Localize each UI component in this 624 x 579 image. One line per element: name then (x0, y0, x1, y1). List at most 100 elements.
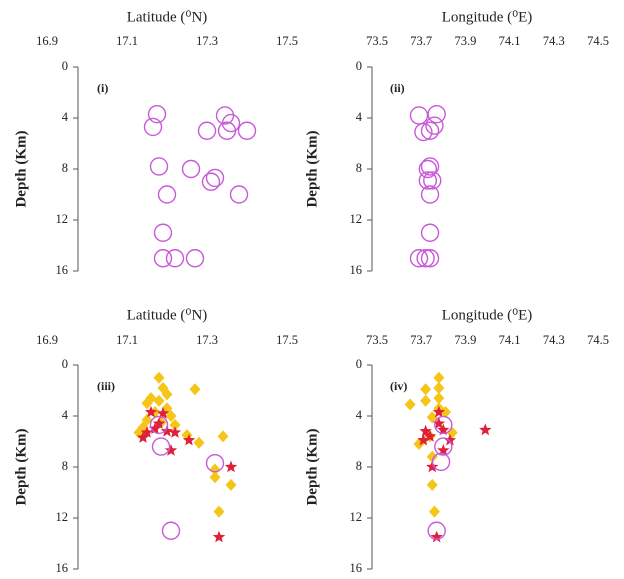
star-point (140, 426, 154, 438)
circle-point (418, 171, 438, 190)
y-tick-label: 16 (350, 263, 363, 277)
x-tick-label: 17.5 (276, 333, 298, 347)
y-tick-label: 12 (350, 212, 363, 226)
circle-point (153, 223, 173, 242)
diamond-point (440, 406, 452, 419)
y-tick-label: 16 (56, 263, 69, 277)
circle-point (165, 249, 185, 268)
diamond-point (426, 478, 438, 491)
x-tick-label: 74.1 (499, 333, 521, 347)
circle-point (201, 172, 221, 191)
star-point (432, 417, 446, 429)
diamond-point (433, 381, 445, 394)
diamond-point (433, 371, 445, 384)
panel: Latitude (⁰N) Depth (Km) (iii) 16.9 17.1 17.3… (13, 307, 298, 574)
x-tick-label: 73.9 (454, 34, 476, 48)
circle-point (420, 157, 440, 176)
star-point (144, 405, 158, 418)
x-tick-label: 73.5 (366, 34, 388, 48)
y-tick-label: 8 (62, 459, 68, 473)
panel-label: (iv) (390, 379, 407, 393)
circle-point (181, 159, 201, 179)
y-tick-label: 0 (62, 59, 68, 73)
y-tick-label: 16 (350, 561, 363, 575)
y-tick-label: 0 (356, 357, 362, 371)
star-point (437, 443, 450, 456)
diamond-point (213, 505, 225, 518)
x-axis-title: Latitude (⁰N) (127, 9, 208, 25)
circle-point (147, 104, 167, 124)
diamond-point (141, 413, 153, 426)
star-point (168, 426, 182, 438)
diamond-point (153, 394, 165, 407)
star-point (437, 423, 450, 436)
circle-point (409, 249, 429, 268)
diamond-point (193, 436, 205, 449)
diamond-point (169, 418, 181, 431)
circle-point (143, 117, 163, 137)
x-tick-label: 73.7 (410, 34, 432, 48)
x-tick-label: 16.9 (36, 34, 58, 48)
star-point (443, 433, 457, 446)
x-tick-label: 73.9 (454, 333, 476, 347)
y-tick-label: 4 (356, 110, 363, 124)
circle-point (434, 415, 453, 435)
circle-point (431, 452, 451, 472)
diamond-point (217, 430, 229, 443)
diamond-point (404, 398, 416, 411)
x-tick-label: 74.5 (587, 34, 609, 48)
circle-point (149, 415, 169, 435)
circle-point (157, 185, 177, 204)
star-point (152, 417, 166, 429)
y-tick-label: 4 (356, 408, 363, 422)
x-axis-title: Longitude (⁰E) (442, 9, 533, 25)
circle-point (205, 168, 225, 188)
x-tick-label: 73.5 (366, 333, 388, 347)
circle-point (151, 437, 171, 456)
diamond-point (426, 450, 438, 463)
circle-point (420, 121, 440, 140)
diamond-point (165, 410, 177, 422)
x-tick-label: 17.3 (196, 34, 218, 48)
y-axis-title: Depth (Km) (13, 428, 29, 505)
star-point (160, 424, 174, 437)
diamond-point (153, 371, 165, 384)
diamond-point (161, 388, 173, 401)
circle-point (161, 521, 181, 540)
y-tick-label: 8 (62, 161, 68, 175)
diamond-point (141, 397, 153, 410)
diamond-point (209, 463, 221, 476)
y-axis-title: Depth (Km) (304, 428, 320, 505)
circle-point (409, 106, 429, 125)
circle-point (205, 453, 225, 473)
circle-point (420, 249, 440, 268)
diamond-point (426, 411, 438, 424)
panel-label: (i) (97, 81, 108, 95)
star-point (164, 443, 178, 456)
circle-point (420, 223, 440, 242)
panel: Longitude (⁰E) Depth (Km) (ii) 73.5 73.7 73.9… (304, 9, 609, 276)
x-tick-label: 17.1 (116, 333, 138, 347)
star-point (417, 433, 430, 446)
x-tick-label: 74.1 (499, 34, 521, 48)
star-point (423, 429, 437, 442)
y-tick-label: 16 (56, 561, 69, 575)
star-point (430, 530, 443, 543)
circle-point (420, 185, 440, 204)
x-tick-label: 74.3 (543, 333, 565, 347)
y-axis-title: Depth (Km) (13, 130, 29, 207)
circle-point (416, 249, 435, 268)
circle-point (434, 437, 453, 456)
y-tick-label: 0 (62, 357, 68, 371)
circle-point (229, 185, 249, 204)
diamond-point (225, 478, 237, 491)
y-tick-label: 12 (350, 510, 363, 524)
x-axis-title: Latitude (⁰N) (127, 307, 208, 323)
circle-point (215, 106, 235, 125)
star-point (432, 405, 446, 418)
star-point (182, 433, 196, 446)
diamond-point (428, 505, 440, 518)
star-point (224, 460, 238, 473)
circle-point (185, 249, 205, 268)
star-point (148, 422, 162, 434)
